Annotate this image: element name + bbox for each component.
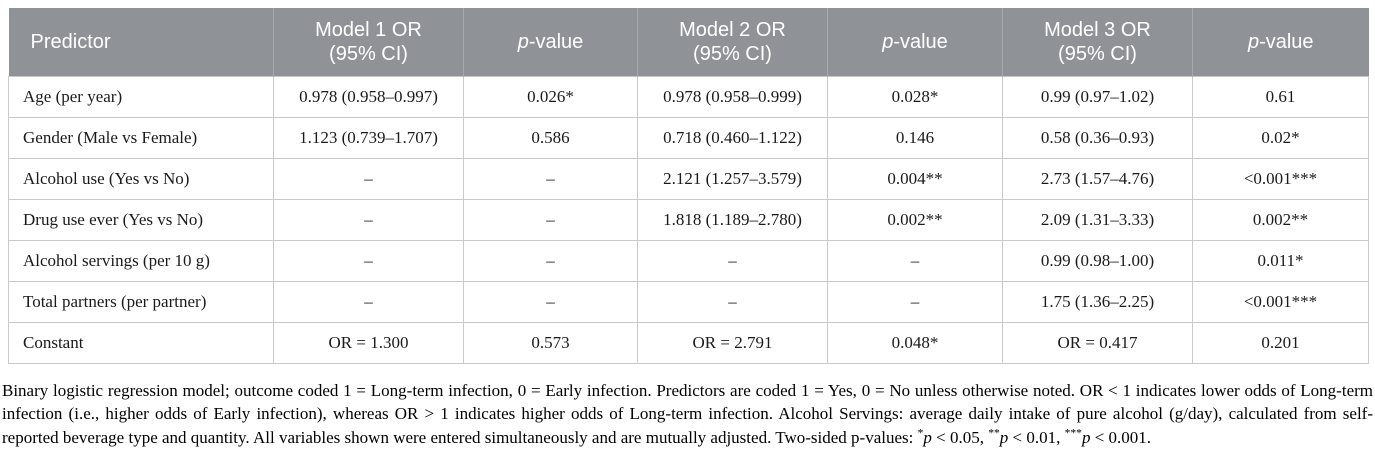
significance-stars: *	[917, 426, 924, 440]
value-cell: 1.123 (0.739–1.707)	[273, 117, 464, 159]
value-cell: –	[463, 281, 638, 323]
value-cell: 0.99 (0.98–1.00)	[1002, 240, 1193, 282]
table-header: Predictor Model 1 OR (95% CI) p-value Mo…	[8, 8, 1369, 77]
header-label: Model 2 OR	[679, 19, 786, 41]
predictor-cell: Constant	[8, 322, 274, 364]
value-cell: 0.201	[1192, 322, 1369, 364]
value-cell: –	[463, 158, 638, 200]
predictor-cell: Total partners (per partner)	[8, 281, 274, 323]
significance-stars: **	[988, 426, 1000, 440]
value-cell: –	[827, 281, 1003, 323]
table-row: Constant OR = 1.300 0.573 OR = 2.791 0.048* O…	[8, 322, 1369, 364]
col-header-model2-or: Model 2 OR (95% CI)	[637, 8, 828, 77]
header-label: Predictor	[30, 31, 111, 53]
value-cell: 0.002**	[1192, 199, 1369, 241]
regression-table: Predictor Model 1 OR (95% CI) p-value Mo…	[8, 8, 1369, 364]
footnote-text: < 0.01,	[1008, 427, 1065, 447]
footnote-text: Binary logistic regression model; outcom…	[2, 381, 1373, 447]
value-cell: 0.978 (0.958–0.997)	[273, 76, 464, 118]
value-cell: 0.58 (0.36–0.93)	[1002, 117, 1193, 159]
value-cell: 0.011*	[1192, 240, 1369, 282]
value-cell: 0.718 (0.460–1.122)	[637, 117, 828, 159]
value-cell: <0.001***	[1192, 158, 1369, 200]
header-label: -value	[893, 31, 948, 53]
value-cell: OR = 0.417	[1002, 322, 1193, 364]
header-italic: p	[882, 31, 894, 53]
value-cell: –	[637, 281, 828, 323]
value-cell: 0.146	[827, 117, 1003, 159]
footnote-text: < 0.05,	[931, 427, 989, 447]
value-cell: –	[273, 240, 464, 282]
value-cell: 0.586	[463, 117, 638, 159]
value-cell: 0.02*	[1192, 117, 1369, 159]
value-cell: 0.978 (0.958–0.999)	[637, 76, 828, 118]
value-cell: 2.121 (1.257–3.579)	[637, 158, 828, 200]
p-symbol: p	[999, 427, 1009, 447]
header-italic: p	[1247, 31, 1260, 53]
value-cell: –	[637, 240, 828, 282]
table-body: Age (per year) 0.978 (0.958–0.997) 0.026* 0…	[8, 76, 1369, 364]
value-cell: –	[463, 199, 638, 241]
value-cell: 0.61	[1192, 76, 1369, 118]
table-row: Alcohol use (Yes vs No) – –2.121 (1.257–3.…	[8, 158, 1369, 200]
value-cell: 0.026*	[463, 76, 638, 118]
col-header-pvalue-2: p-value	[827, 8, 1003, 77]
predictor-cell: Alcohol servings (per 10 g)	[8, 240, 274, 282]
header-italic: p	[517, 31, 529, 53]
table-row: Total partners (per partner) – – – –1.75 (1.…	[8, 281, 1369, 323]
value-cell: –	[273, 281, 464, 323]
col-header-predictor: Predictor	[8, 8, 274, 77]
col-header-model3-or: Model 3 OR (95% CI)	[1002, 8, 1193, 77]
value-cell: 0.028*	[827, 76, 1003, 118]
significance-stars: ***	[1064, 426, 1082, 440]
p-symbol: p	[923, 427, 932, 447]
value-cell: 0.048*	[827, 322, 1003, 364]
value-cell: –	[273, 158, 464, 200]
header-label: -value	[1259, 31, 1314, 53]
value-cell: 0.99 (0.97–1.02)	[1002, 76, 1193, 118]
value-cell: –	[463, 240, 638, 282]
header-label-line2: (95% CI)	[329, 43, 408, 65]
table-row: Alcohol servings (per 10 g) – – – –0.99 (0.9…	[8, 240, 1369, 282]
predictor-cell: Age (per year)	[8, 76, 274, 118]
header-label: Model 1 OR	[315, 19, 422, 41]
predictor-cell: Gender (Male vs Female)	[8, 117, 274, 159]
table-footnote: Binary logistic regression model; outcom…	[2, 379, 1373, 449]
predictor-cell: Drug use ever (Yes vs No)	[8, 199, 274, 241]
value-cell: <0.001***	[1192, 281, 1369, 323]
col-header-model1-or: Model 1 OR (95% CI)	[273, 8, 464, 77]
p-symbol: p	[1081, 427, 1091, 447]
value-cell: 0.573	[463, 322, 638, 364]
footnote-text: < 0.001.	[1090, 427, 1152, 447]
value-cell: 2.09 (1.31–3.33)	[1002, 199, 1193, 241]
col-header-pvalue-1: p-value	[463, 8, 638, 77]
value-cell: –	[827, 240, 1003, 282]
header-label: -value	[528, 31, 584, 53]
predictor-cell: Alcohol use (Yes vs No)	[8, 158, 274, 200]
value-cell: OR = 1.300	[273, 322, 464, 364]
table-row: Drug use ever (Yes vs No) – –1.818 (1.189–…	[8, 199, 1369, 241]
table-row: Age (per year) 0.978 (0.958–0.997) 0.026* 0…	[8, 76, 1369, 118]
header-label-line2: (95% CI)	[1058, 43, 1137, 65]
value-cell: OR = 2.791	[637, 322, 828, 364]
value-cell: 1.75 (1.36–2.25)	[1002, 281, 1193, 323]
value-cell: –	[273, 199, 464, 241]
value-cell: 1.818 (1.189–2.780)	[637, 199, 828, 241]
value-cell: 0.002**	[827, 199, 1003, 241]
header-label: Model 3 OR	[1044, 19, 1151, 41]
header-label-line2: (95% CI)	[693, 43, 772, 65]
header-row: Predictor Model 1 OR (95% CI) p-value Mo…	[8, 8, 1369, 77]
value-cell: 2.73 (1.57–4.76)	[1002, 158, 1193, 200]
table-row: Gender (Male vs Female) 1.123 (0.739–1.70…	[8, 117, 1369, 159]
col-header-pvalue-3: p-value	[1192, 8, 1369, 77]
value-cell: 0.004**	[827, 158, 1003, 200]
regression-table-container: Predictor Model 1 OR (95% CI) p-value Mo…	[8, 8, 1369, 364]
